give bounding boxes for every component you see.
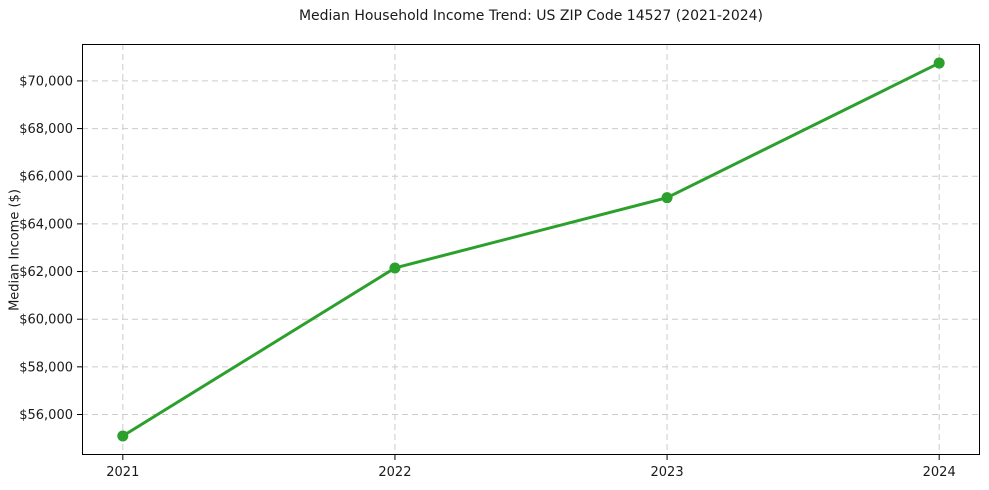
y-tick-label: $66,000 bbox=[19, 170, 73, 185]
axes-spines bbox=[82, 44, 980, 455]
x-tick-label: 2024 bbox=[923, 465, 956, 480]
y-tick-label: $58,000 bbox=[19, 360, 73, 375]
y-tick-label: $60,000 bbox=[19, 313, 73, 328]
chart-title: Median Household Income Trend: US ZIP Co… bbox=[298, 8, 764, 24]
data-point bbox=[389, 262, 401, 274]
income-trend-line bbox=[121, 61, 941, 438]
y-tick-label: $68,000 bbox=[19, 122, 73, 137]
data-point bbox=[117, 430, 129, 442]
y-tick-label: $62,000 bbox=[19, 265, 73, 280]
y-tick-label: $64,000 bbox=[19, 217, 73, 232]
x-tick-label: 2023 bbox=[651, 465, 684, 480]
y-tick-label: $56,000 bbox=[19, 408, 73, 423]
data-point bbox=[661, 192, 673, 204]
x-tick-label: 2022 bbox=[378, 465, 411, 480]
y-tick-label: $70,000 bbox=[19, 74, 73, 89]
x-tick-label: 2021 bbox=[106, 465, 139, 480]
data-point bbox=[933, 57, 945, 69]
